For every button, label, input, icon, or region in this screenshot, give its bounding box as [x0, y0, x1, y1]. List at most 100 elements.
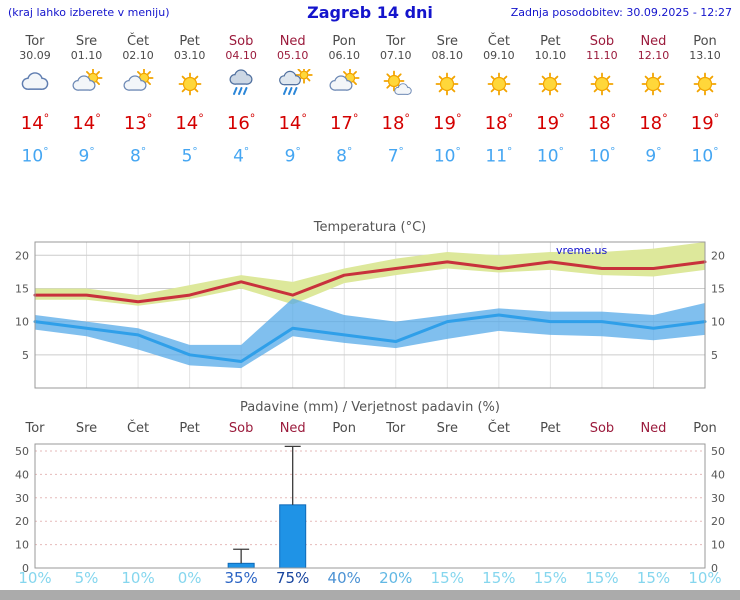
day-column-03-10: Pet 03.10 14° 5° — [163, 34, 217, 167]
tmax-value: 18° — [381, 112, 410, 134]
y-tick-label: 5 — [22, 349, 29, 362]
degree-sign: ° — [243, 146, 250, 158]
min-temp-line — [33, 313, 707, 363]
precip-day-label: Sre — [75, 421, 98, 436]
precip-probability: 15% — [430, 569, 464, 587]
tmin-value: 10° — [433, 146, 461, 167]
degree-sign: ° — [95, 112, 101, 125]
y-tick-label: 20 — [15, 515, 29, 528]
day-name: Tor — [386, 34, 406, 49]
cloudy-icon — [21, 72, 49, 90]
day-date: 03.10 — [173, 49, 206, 62]
tmax-value: 19° — [433, 112, 462, 134]
precip-day-label: Ned — [640, 421, 667, 436]
y-tick-label: 20 — [15, 249, 29, 262]
y-tick-label: 0 — [22, 562, 29, 572]
max-temp-band — [35, 242, 705, 306]
y-tick-label: 10 — [711, 316, 725, 329]
y-tick-label: 5 — [711, 349, 718, 362]
day-date: 13.10 — [689, 49, 721, 62]
tmin-value: 9° — [78, 146, 95, 167]
tmin-value: 10° — [588, 146, 616, 167]
precip-day-label: Pon — [332, 421, 357, 436]
precip-day-labels: Tor Sre Čet Pet Sob Ned Pon Tor Sre Čet Pet Sob Ned P… — [0, 421, 740, 439]
y-tick-label: 50 — [711, 445, 725, 458]
y-tick-label: 20 — [711, 249, 725, 262]
precip-day-label: Tor — [386, 421, 406, 436]
y-tick-label: 0 — [711, 562, 718, 572]
day-date: 05.10 — [276, 49, 309, 62]
day-date: 09.10 — [483, 49, 515, 62]
y-tick-label: 20 — [711, 515, 725, 528]
degree-sign: ° — [43, 112, 50, 125]
day-column-04-10: Sob 04.10 16° 4° — [214, 34, 268, 167]
precip-probability: 10% — [688, 569, 722, 587]
degree-sign: ° — [192, 146, 198, 158]
day-name: Sre — [436, 34, 458, 49]
partly-cloudy-icon — [72, 68, 103, 91]
day-name: Sob — [228, 34, 254, 49]
tmax-value: 18° — [587, 112, 617, 134]
degree-sign: ° — [43, 146, 49, 158]
precip-day-label: Pet — [540, 421, 561, 436]
tmin-value: 11° — [485, 146, 513, 167]
tmin-value: 10° — [21, 146, 49, 167]
sunny-icon — [178, 72, 202, 96]
sunny-icon — [642, 72, 665, 96]
tmax-value: 18° — [639, 112, 668, 134]
degree-sign: ° — [610, 146, 616, 158]
precipitation-chart: 0 0 10 10 20 20 30 30 40 40 50 50 — [15, 443, 725, 572]
y-tick-label: 10 — [711, 539, 725, 552]
min-temp-band — [35, 298, 705, 369]
precip-probability: 15% — [482, 569, 516, 587]
day-date: 10.10 — [534, 49, 567, 62]
day-name: Pon — [693, 34, 717, 49]
day-date: 12.10 — [637, 49, 670, 62]
degree-sign: ° — [507, 146, 513, 158]
tmin-value: 9° — [645, 146, 662, 167]
day-date: 30.09 — [19, 49, 51, 62]
precip-probability: 10% — [121, 569, 155, 587]
degree-sign: ° — [455, 146, 461, 158]
watermark: vreme.us — [556, 244, 608, 257]
tmax-value: 19° — [536, 112, 565, 134]
tmax-value: 14° — [278, 112, 307, 134]
last-update-timestamp: Zadnja posodobitev: 30.09.2025 - 12:27 — [510, 6, 732, 19]
rain-icon — [229, 69, 253, 95]
degree-sign: ° — [455, 112, 462, 125]
day-date: 11.10 — [586, 49, 618, 62]
degree-sign: ° — [713, 146, 719, 158]
tmax-value: 14° — [72, 112, 101, 134]
degree-sign: ° — [140, 146, 147, 158]
page-title: Zagreb 14 dni — [307, 3, 433, 22]
precip-probability: 15% — [533, 569, 568, 587]
tmin-value: 10° — [691, 146, 719, 167]
day-column-30-09: Tor 30.09 14° 10° — [8, 34, 62, 167]
degree-sign: ° — [559, 112, 565, 125]
precip-probability: 35% — [224, 569, 258, 587]
precip-bar — [227, 562, 255, 569]
day-name: Čet — [487, 34, 510, 49]
day-name: Sob — [589, 34, 615, 49]
day-name: Ned — [279, 34, 306, 49]
tmax-value: 18° — [484, 112, 514, 134]
day-column-06-10: Pon 06.10 17° 8° — [317, 34, 371, 167]
day-column-08-10: Sre 08.10 19° 10° — [420, 34, 474, 167]
degree-sign: ° — [398, 146, 404, 158]
y-tick-label: 50 — [15, 445, 29, 458]
footer-bar — [0, 590, 740, 600]
partly-cloudy-icon — [123, 68, 154, 91]
degree-sign: ° — [656, 146, 662, 158]
day-column-05-10: Ned 05.10 14° 9° — [266, 34, 320, 167]
degree-sign: ° — [713, 112, 720, 125]
tmax-value: 16° — [226, 112, 256, 134]
degree-sign: ° — [347, 146, 353, 158]
day-date: 04.10 — [225, 49, 257, 62]
precip-day-label: Pon — [693, 421, 717, 436]
degree-sign: ° — [146, 112, 153, 125]
tmin-value: 8° — [336, 146, 353, 167]
tmax-value: 14° — [20, 112, 50, 134]
degree-sign: ° — [198, 112, 204, 125]
tmax-value: 19° — [690, 112, 720, 134]
sunny-icon — [435, 72, 459, 96]
